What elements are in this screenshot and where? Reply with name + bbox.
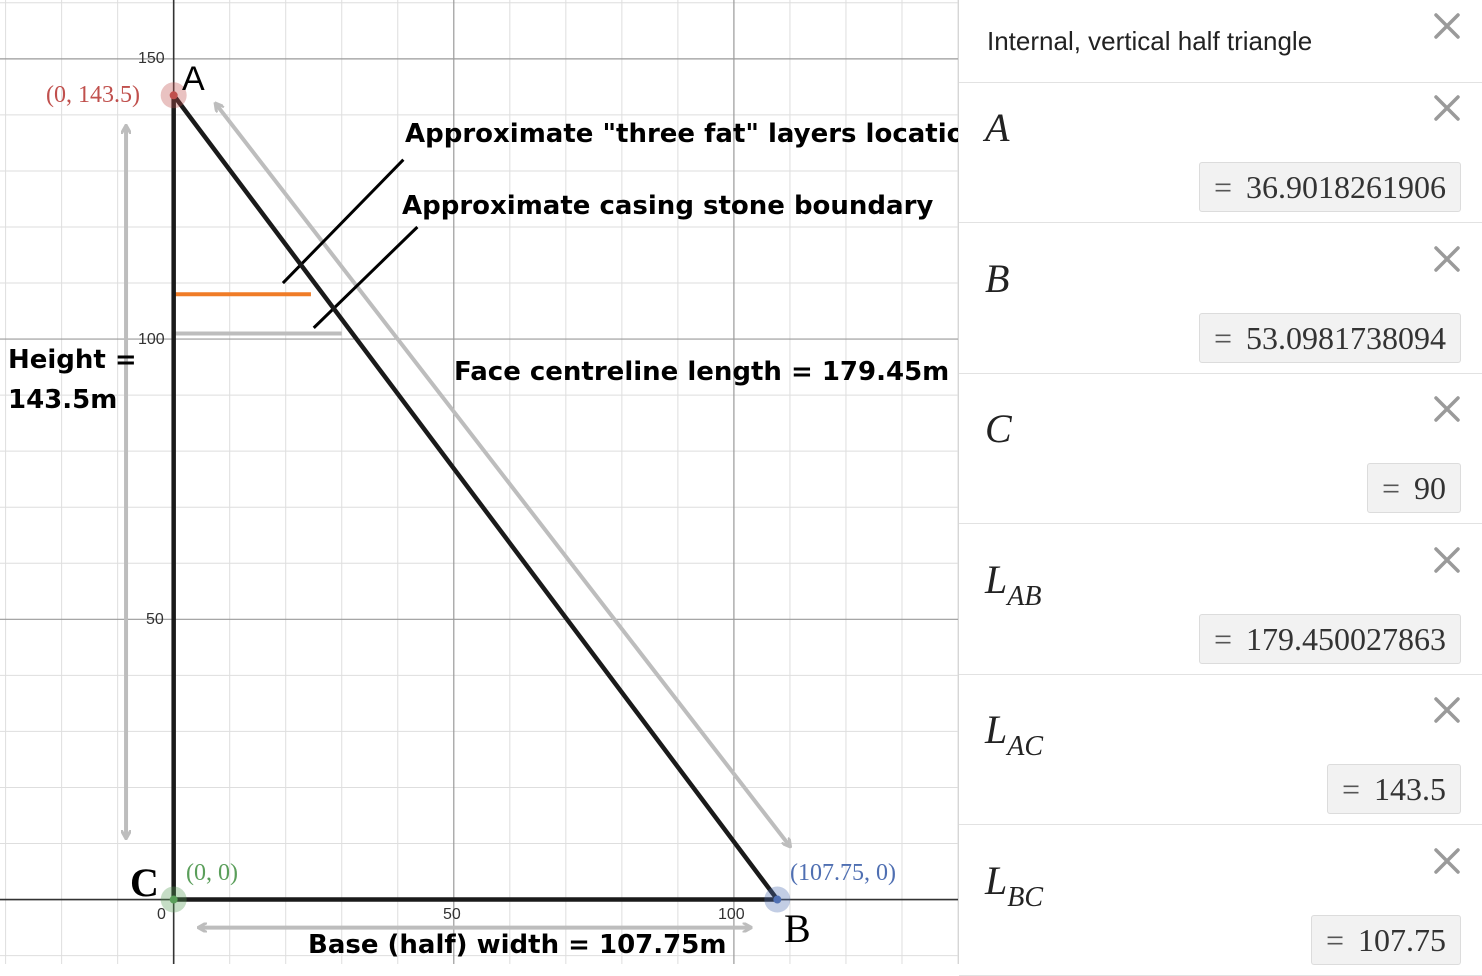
close-icon[interactable]	[1433, 847, 1461, 875]
expression-value: = 143.5	[1326, 764, 1461, 814]
expression-name: A	[985, 104, 1009, 151]
expression-symbol: C	[985, 406, 1012, 451]
point-b-label: B	[784, 906, 811, 951]
point-a	[169, 91, 178, 100]
panel-title-row: Internal, vertical half triangle	[959, 0, 1482, 83]
point-a-coord: (0, 143.5)	[46, 82, 140, 108]
expression-name: LAC	[985, 706, 1043, 763]
value-number: 36.9018261906	[1246, 169, 1446, 205]
expression-subscript: BC	[1007, 881, 1044, 913]
point-c-coord: (0, 0)	[186, 860, 238, 886]
expression-value: = 90	[1366, 463, 1461, 513]
points[interactable]	[160, 82, 791, 913]
expression-value: = 53.0981738094	[1198, 312, 1461, 363]
expression-value: = 107.75	[1310, 914, 1461, 965]
annotation-height-1: Height =	[8, 345, 137, 375]
pointer-line-1	[312, 225, 419, 329]
point-c	[169, 895, 178, 904]
expression-name: C	[985, 405, 1012, 452]
panel-title: Internal, vertical half triangle	[987, 26, 1313, 56]
expression-name: LBC	[985, 857, 1043, 914]
expression-row[interactable]: C = 90	[959, 383, 1482, 524]
expression-symbol: A	[985, 105, 1010, 150]
equals-sign: =	[1213, 620, 1232, 657]
point-a-label: A	[182, 60, 205, 98]
expression-row[interactable]: A = 36.9018261906	[959, 82, 1482, 223]
annotation-height-2: 143.5m	[8, 385, 117, 415]
expression-row[interactable]: B = 53.0981738094	[959, 233, 1482, 374]
tick-y-50: 50	[146, 611, 164, 628]
expression-name: B	[985, 255, 1009, 302]
value-number: 53.0981738094	[1246, 319, 1446, 356]
graph-canvas[interactable]: 0 50 100 50 100 150 (0, 143.5) A (0, 0) …	[0, 0, 958, 964]
close-icon[interactable]	[1433, 12, 1461, 40]
expression-value: = 36.9018261906	[1198, 162, 1461, 212]
value-number: 179.450027863	[1246, 620, 1446, 657]
expression-row[interactable]: LAB = 179.450027863	[959, 534, 1482, 675]
annotation-casing: Approximate casing stone boundary	[402, 191, 933, 221]
point-c-label: C	[130, 860, 159, 905]
equals-sign: =	[1325, 921, 1344, 958]
tick-y-150: 150	[138, 50, 165, 67]
pointer-lines	[281, 158, 419, 329]
value-number: 90	[1414, 470, 1446, 506]
triangle	[171, 93, 780, 902]
tick-x-100: 100	[718, 906, 745, 923]
close-icon[interactable]	[1433, 94, 1461, 122]
segment-ab	[171, 93, 780, 902]
expression-row[interactable]: LAC = 143.5	[959, 684, 1482, 825]
equals-sign: =	[1381, 470, 1400, 506]
value-number: 107.75	[1358, 921, 1446, 958]
tick-x-50: 50	[443, 906, 461, 923]
pointer-line-0	[281, 158, 405, 285]
annotation-face-length: Face centreline length = 179.45m	[454, 357, 949, 387]
expression-symbol: L	[985, 857, 1008, 903]
level-lines	[173, 292, 342, 336]
expression-value: = 179.450027863	[1198, 613, 1461, 664]
expression-subscript: AB	[1007, 580, 1042, 612]
close-icon[interactable]	[1433, 696, 1461, 724]
expression-subscript: AC	[1007, 731, 1044, 762]
tick-y-100: 100	[138, 331, 165, 348]
tick-x-0: 0	[157, 906, 166, 923]
expression-symbol: B	[985, 255, 1010, 301]
annotation-three-fat: Approximate "three fat" layers location	[405, 119, 958, 149]
equals-sign: =	[1213, 169, 1232, 205]
close-icon[interactable]	[1433, 245, 1461, 273]
equals-sign: =	[1341, 771, 1360, 807]
equals-sign: =	[1213, 319, 1232, 356]
graph-svg[interactable]: 0 50 100 50 100 150 (0, 143.5) A (0, 0) …	[0, 0, 958, 964]
expression-row[interactable]: LBC = 107.75	[959, 835, 1482, 976]
close-icon[interactable]	[1433, 395, 1461, 423]
close-icon[interactable]	[1433, 546, 1461, 574]
measure-arrows	[126, 104, 790, 928]
annotation-base: Base (half) width = 107.75m	[308, 930, 726, 960]
point-b-coord: (107.75, 0)	[790, 860, 896, 886]
tick-labels: 0 50 100 50 100 150	[138, 50, 745, 923]
expression-name: LAB	[985, 556, 1041, 613]
expression-panel: Internal, vertical half triangle A = 36.90…	[958, 0, 1482, 976]
value-number: 143.5	[1374, 771, 1446, 807]
measure-arrow-1	[216, 104, 790, 847]
point-b	[773, 895, 782, 904]
expression-symbol: L	[985, 556, 1008, 602]
expression-symbol: L	[985, 707, 1008, 752]
